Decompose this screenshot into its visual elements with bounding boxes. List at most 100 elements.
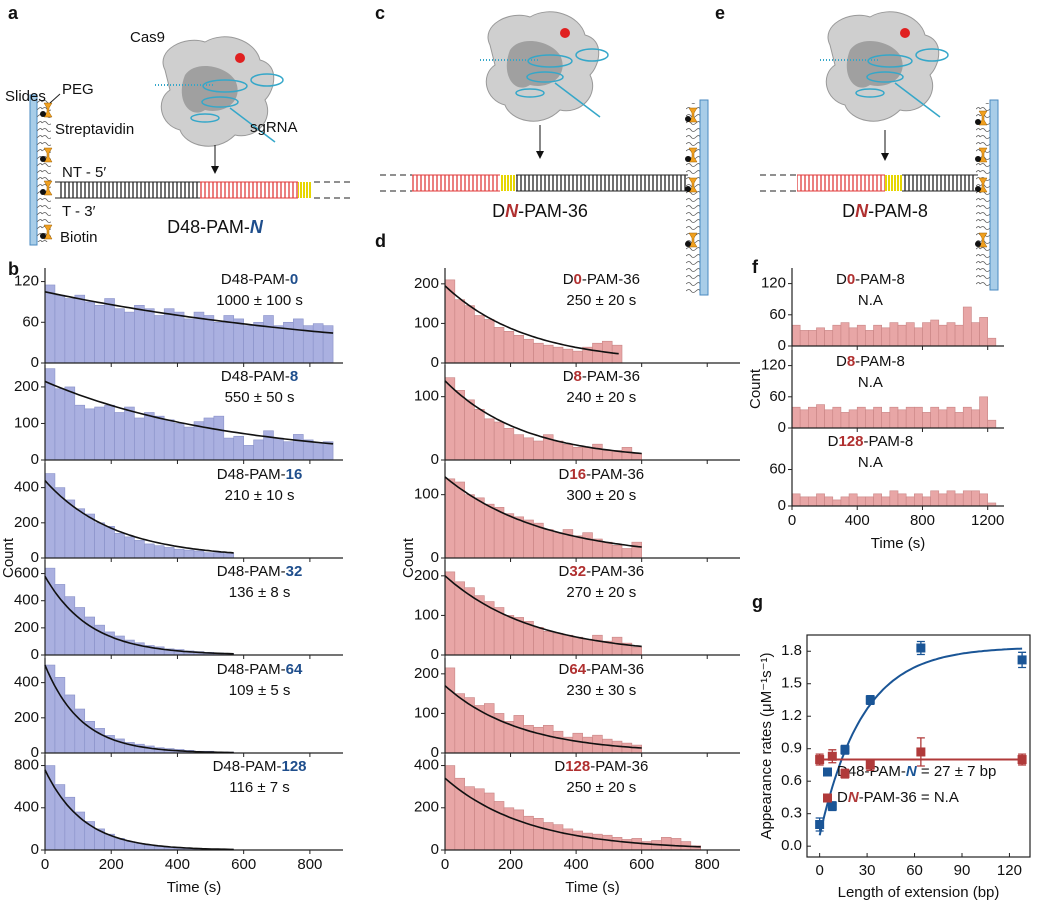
bar — [611, 545, 623, 559]
bar — [592, 342, 603, 364]
x-tick-label: 400 — [165, 856, 190, 873]
panel-title: D16-PAM-36 — [559, 466, 645, 483]
panel-title: D8-PAM-36 — [563, 368, 640, 385]
bar — [213, 321, 225, 364]
bar — [104, 298, 115, 364]
x-tick-label: 400 — [845, 512, 870, 529]
fit-curve — [44, 480, 234, 554]
bar — [454, 581, 465, 656]
label-part: D48-PAM- — [213, 758, 282, 775]
y-tick-label: 0.6 — [781, 772, 802, 789]
t-label: T - 3′ — [62, 203, 96, 220]
bar — [930, 490, 940, 507]
bar — [946, 490, 956, 507]
point — [1017, 655, 1027, 665]
label-part: -PAM-36 — [582, 368, 640, 385]
bar — [582, 532, 593, 559]
y-tick-label: 0.0 — [781, 837, 802, 854]
bar — [552, 440, 564, 461]
legend-swatch — [823, 767, 832, 777]
y-axis-label: Count — [0, 537, 17, 578]
bar — [979, 317, 988, 347]
bar — [799, 409, 809, 429]
panel-title: D8-PAM-8 — [836, 353, 905, 370]
bar — [582, 447, 593, 461]
y-tick-label: 120 — [761, 275, 786, 292]
fit-curve — [444, 380, 642, 455]
y-tick-label: 400 — [14, 479, 39, 496]
fit-curve — [44, 291, 334, 334]
bar — [134, 305, 145, 364]
label-part: -PAM-36 — [586, 563, 644, 580]
streptavidin-label: Streptavidin — [55, 121, 134, 138]
label-highlight: 16 — [569, 466, 586, 483]
bar — [523, 338, 534, 364]
panel-subtitle: 210 ± 10 s — [225, 487, 295, 504]
panel-subtitle: 300 ± 20 s — [566, 487, 636, 504]
bar — [873, 406, 882, 429]
label-part: D — [492, 201, 505, 221]
y-tick-label: 0 — [778, 497, 786, 514]
bar — [64, 298, 76, 364]
panel-subtitle: N.A — [858, 292, 883, 309]
panel-title: D48-PAM-64 — [217, 661, 303, 678]
bar — [572, 447, 583, 461]
bar — [552, 824, 564, 851]
bar — [322, 325, 334, 364]
bar — [233, 435, 244, 461]
bar — [621, 839, 633, 851]
y-tick-label: 1.8 — [781, 642, 802, 659]
panel-title: D48-PAM-0 — [221, 271, 298, 288]
label-part: = 27 ± 7 bp — [917, 763, 997, 780]
label-highlight: 0 — [574, 271, 582, 288]
bar — [848, 493, 858, 507]
bar — [873, 493, 882, 507]
y-tick-label: 100 — [414, 606, 439, 623]
y-tick-label: 1.5 — [781, 675, 802, 692]
y-tick-label: 0 — [31, 549, 39, 566]
cas9-label: Cas9 — [130, 29, 165, 46]
bar — [474, 497, 485, 559]
y-tick-label: 0 — [431, 451, 439, 468]
bar — [213, 552, 225, 559]
bar — [223, 553, 235, 559]
bar — [163, 419, 175, 461]
bar — [832, 324, 842, 347]
panel-title: D48-PAM-16 — [217, 466, 303, 483]
bar — [114, 412, 125, 461]
point — [865, 760, 875, 770]
bar — [602, 541, 613, 559]
bar — [897, 324, 907, 347]
label-part: D — [559, 661, 570, 678]
bar — [661, 837, 672, 851]
plot-frame — [806, 634, 1031, 858]
bar — [930, 319, 940, 347]
label-highlight: 8 — [847, 353, 855, 370]
bar — [484, 418, 495, 461]
y-tick-label: 200 — [14, 378, 39, 395]
bar — [979, 493, 988, 507]
bar — [881, 496, 891, 507]
bar — [503, 807, 515, 851]
bar — [987, 419, 997, 429]
bar — [897, 409, 907, 429]
bar — [94, 522, 105, 559]
bar — [946, 322, 956, 347]
y-tick-label: 120 — [761, 357, 786, 374]
panel-label: a — [8, 3, 19, 23]
bar — [533, 818, 544, 851]
bar — [74, 508, 86, 559]
y-tick-label: 800 — [14, 757, 39, 774]
point — [815, 755, 825, 765]
bar — [474, 788, 485, 851]
bar — [631, 646, 642, 656]
bar — [881, 412, 891, 429]
bar — [464, 399, 475, 461]
point — [827, 801, 837, 811]
bar — [582, 638, 593, 656]
bar — [493, 421, 505, 461]
bar — [503, 331, 515, 364]
label-part: -PAM-36 — [582, 271, 640, 288]
x-tick-label: 0 — [815, 862, 823, 879]
x-tick-label: 600 — [231, 856, 256, 873]
